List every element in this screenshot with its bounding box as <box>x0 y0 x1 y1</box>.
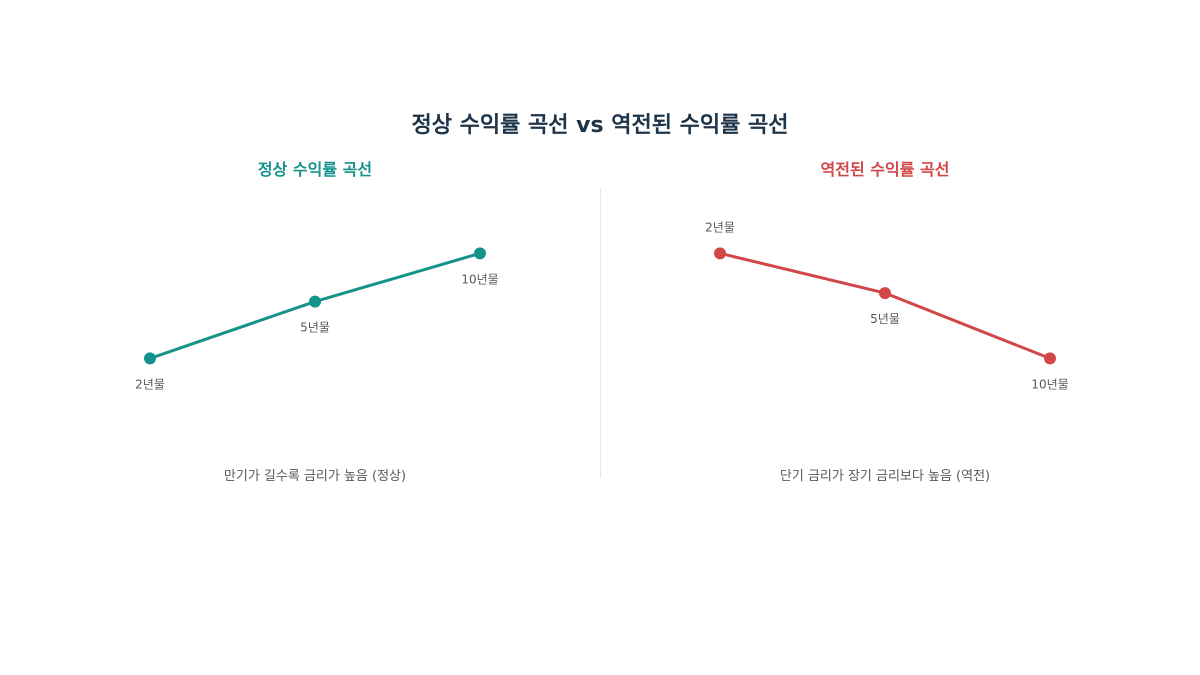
panel-divider <box>600 188 601 478</box>
inverted-point-label-0: 2년물 <box>705 220 735 234</box>
normal-point-label-0: 2년물 <box>135 377 165 391</box>
normal-point-label-1: 5년물 <box>300 321 330 335</box>
inverted-data-point-1 <box>879 287 891 300</box>
inverted-data-point-0 <box>714 247 726 260</box>
inverted-series-line <box>719 251 1051 360</box>
normal-curve-title: 정상 수익률 곡선 <box>257 160 373 179</box>
inverted-point-label-1: 5년물 <box>870 312 900 326</box>
normal-data-point-0 <box>144 352 156 365</box>
normal-data-point-2 <box>474 247 486 260</box>
normal-data-point-1 <box>309 295 321 308</box>
normal-point-label-2: 10년물 <box>461 272 498 286</box>
inverted-data-point-2 <box>1044 352 1056 365</box>
inverted-curve-title: 역전된 수익률 곡선 <box>820 160 950 179</box>
inverted-curve-caption: 단기 금리가 장기 금리보다 높음 (역전) <box>779 469 991 484</box>
inverted-point-label-2: 10년물 <box>1031 377 1068 391</box>
chart-main-title: 정상 수익률 곡선 vs 역전된 수익률 곡선 <box>411 113 789 138</box>
normal-curve-caption: 만기가 길수록 금리가 높음 (정상) <box>223 469 407 484</box>
